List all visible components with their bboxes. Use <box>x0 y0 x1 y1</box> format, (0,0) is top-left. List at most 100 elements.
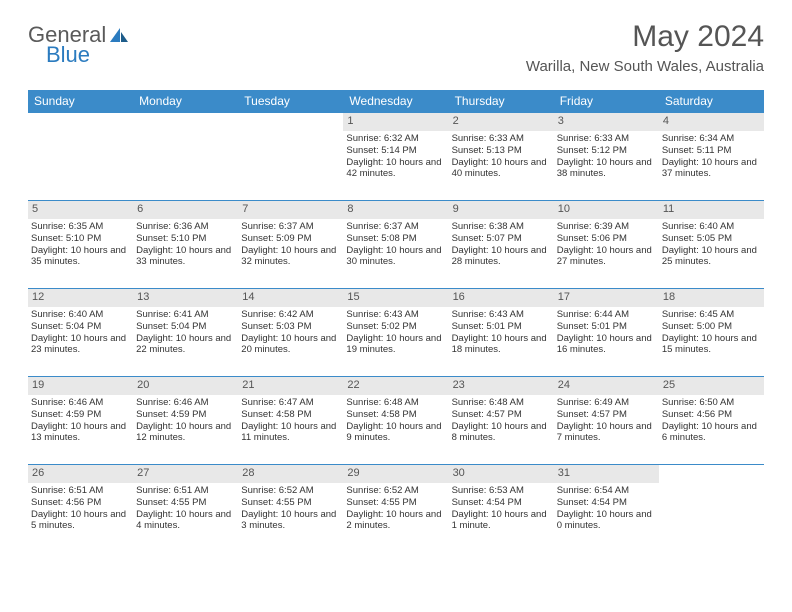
sunset-line: Sunset: 5:03 PM <box>241 321 340 333</box>
day-number: 15 <box>343 289 448 307</box>
sunrise-line: Sunrise: 6:46 AM <box>136 397 235 409</box>
day-cell: 31 Sunrise: 6:54 AMSunset: 4:54 PMDayligh… <box>554 464 659 552</box>
sunset-line: Sunset: 4:59 PM <box>31 409 130 421</box>
daylight-line: Daylight: 10 hours and 6 minutes. <box>662 421 761 445</box>
day-number: 8 <box>343 201 448 219</box>
day-cell: 4Sunrise: 6:34 AMSunset: 5:11 PMDaylight… <box>659 112 764 200</box>
day-cell: 17Sunrise: 6:44 AMSunset: 5:01 PMDayligh… <box>554 288 659 376</box>
sunset-line: Sunset: 4:57 PM <box>452 409 551 421</box>
sunrise-line: Sunrise: 6:54 AM <box>557 485 656 497</box>
sunset-line: Sunset: 5:14 PM <box>346 145 445 157</box>
daylight-line: Daylight: 10 hours and 15 minutes. <box>662 333 761 357</box>
empty-cell <box>28 112 133 200</box>
daylight-line: Daylight: 10 hours and 0 minutes. <box>557 509 656 533</box>
sunset-line: Sunset: 5:01 PM <box>557 321 656 333</box>
sunset-line: Sunset: 4:55 PM <box>346 497 445 509</box>
sunset-line: Sunset: 5:04 PM <box>136 321 235 333</box>
daylight-line: Daylight: 10 hours and 40 minutes. <box>452 157 551 181</box>
sunrise-line: Sunrise: 6:52 AM <box>346 485 445 497</box>
sunset-line: Sunset: 5:07 PM <box>452 233 551 245</box>
sunrise-line: Sunrise: 6:36 AM <box>136 221 235 233</box>
day-cell: 29Sunrise: 6:52 AMSunset: 4:55 PMDayligh… <box>343 464 448 552</box>
month-title: May 2024 <box>526 20 764 54</box>
daylight-line: Daylight: 10 hours and 3 minutes. <box>241 509 340 533</box>
sunset-line: Sunset: 5:06 PM <box>557 233 656 245</box>
weekday-header: Thursday <box>449 90 554 112</box>
daylight-line: Daylight: 10 hours and 35 minutes. <box>31 245 130 269</box>
sunset-line: Sunset: 4:55 PM <box>136 497 235 509</box>
day-cell: 5Sunrise: 6:35 AMSunset: 5:10 PMDaylight… <box>28 200 133 288</box>
day-number: 31 <box>554 465 659 483</box>
daylight-line: Daylight: 10 hours and 12 minutes. <box>136 421 235 445</box>
day-cell: 15Sunrise: 6:43 AMSunset: 5:02 PMDayligh… <box>343 288 448 376</box>
day-number: 23 <box>449 377 554 395</box>
location-subtitle: Warilla, New South Wales, Australia <box>526 58 764 75</box>
day-cell: 28Sunrise: 6:52 AMSunset: 4:55 PMDayligh… <box>238 464 343 552</box>
day-cell: 1Sunrise: 6:32 AMSunset: 5:14 PMDaylight… <box>343 112 448 200</box>
daylight-line: Daylight: 10 hours and 8 minutes. <box>452 421 551 445</box>
sunrise-line: Sunrise: 6:49 AM <box>557 397 656 409</box>
daylight-line: Daylight: 10 hours and 42 minutes. <box>346 157 445 181</box>
daylight-line: Daylight: 10 hours and 27 minutes. <box>557 245 656 269</box>
sunset-line: Sunset: 5:11 PM <box>662 145 761 157</box>
weekday-header: Friday <box>554 90 659 112</box>
daylight-line: Daylight: 10 hours and 25 minutes. <box>662 245 761 269</box>
sunset-line: Sunset: 5:10 PM <box>31 233 130 245</box>
day-number: 27 <box>133 465 238 483</box>
day-cell: 18Sunrise: 6:45 AMSunset: 5:00 PMDayligh… <box>659 288 764 376</box>
sunrise-line: Sunrise: 6:47 AM <box>241 397 340 409</box>
header-block: May 2024 Warilla, New South Wales, Austr… <box>526 20 764 75</box>
day-number: 25 <box>659 377 764 395</box>
logo-text-blue: Blue <box>46 42 90 68</box>
logo-sail-icon <box>108 26 130 44</box>
day-cell: 12Sunrise: 6:40 AMSunset: 5:04 PMDayligh… <box>28 288 133 376</box>
day-number: 12 <box>28 289 133 307</box>
sunrise-line: Sunrise: 6:34 AM <box>662 133 761 145</box>
day-number: 17 <box>554 289 659 307</box>
sunrise-line: Sunrise: 6:33 AM <box>452 133 551 145</box>
sunset-line: Sunset: 5:08 PM <box>346 233 445 245</box>
sunset-line: Sunset: 4:54 PM <box>557 497 656 509</box>
day-number: 19 <box>28 377 133 395</box>
day-cell: 23Sunrise: 6:48 AMSunset: 4:57 PMDayligh… <box>449 376 554 464</box>
day-number: 3 <box>554 113 659 131</box>
weekday-header: Sunday <box>28 90 133 112</box>
sunset-line: Sunset: 5:13 PM <box>452 145 551 157</box>
day-number: 29 <box>343 465 448 483</box>
day-cell: 26Sunrise: 6:51 AMSunset: 4:56 PMDayligh… <box>28 464 133 552</box>
sunrise-line: Sunrise: 6:51 AM <box>31 485 130 497</box>
daylight-line: Daylight: 10 hours and 20 minutes. <box>241 333 340 357</box>
sunrise-line: Sunrise: 6:45 AM <box>662 309 761 321</box>
empty-cell <box>133 112 238 200</box>
sunrise-line: Sunrise: 6:32 AM <box>346 133 445 145</box>
sunset-line: Sunset: 5:00 PM <box>662 321 761 333</box>
daylight-line: Daylight: 10 hours and 13 minutes. <box>31 421 130 445</box>
day-cell: 19Sunrise: 6:46 AMSunset: 4:59 PMDayligh… <box>28 376 133 464</box>
day-number: 24 <box>554 377 659 395</box>
daylight-line: Daylight: 10 hours and 9 minutes. <box>346 421 445 445</box>
daylight-line: Daylight: 10 hours and 19 minutes. <box>346 333 445 357</box>
sunset-line: Sunset: 4:54 PM <box>452 497 551 509</box>
sunrise-line: Sunrise: 6:52 AM <box>241 485 340 497</box>
day-cell: 11Sunrise: 6:40 AMSunset: 5:05 PMDayligh… <box>659 200 764 288</box>
sunset-line: Sunset: 5:10 PM <box>136 233 235 245</box>
sunrise-line: Sunrise: 6:41 AM <box>136 309 235 321</box>
sunrise-line: Sunrise: 6:37 AM <box>241 221 340 233</box>
sunset-line: Sunset: 4:55 PM <box>241 497 340 509</box>
sunrise-line: Sunrise: 6:39 AM <box>557 221 656 233</box>
daylight-line: Daylight: 10 hours and 37 minutes. <box>662 157 761 181</box>
sunrise-line: Sunrise: 6:35 AM <box>31 221 130 233</box>
sunrise-line: Sunrise: 6:42 AM <box>241 309 340 321</box>
daylight-line: Daylight: 10 hours and 23 minutes. <box>31 333 130 357</box>
sunset-line: Sunset: 4:57 PM <box>557 409 656 421</box>
day-number: 30 <box>449 465 554 483</box>
weekday-header: Tuesday <box>238 90 343 112</box>
sunrise-line: Sunrise: 6:38 AM <box>452 221 551 233</box>
day-cell: 3Sunrise: 6:33 AMSunset: 5:12 PMDaylight… <box>554 112 659 200</box>
day-number: 14 <box>238 289 343 307</box>
daylight-line: Daylight: 10 hours and 5 minutes. <box>31 509 130 533</box>
day-cell: 2Sunrise: 6:33 AMSunset: 5:13 PMDaylight… <box>449 112 554 200</box>
day-cell: 25Sunrise: 6:50 AMSunset: 4:56 PMDayligh… <box>659 376 764 464</box>
empty-cell <box>238 112 343 200</box>
sunrise-line: Sunrise: 6:43 AM <box>452 309 551 321</box>
